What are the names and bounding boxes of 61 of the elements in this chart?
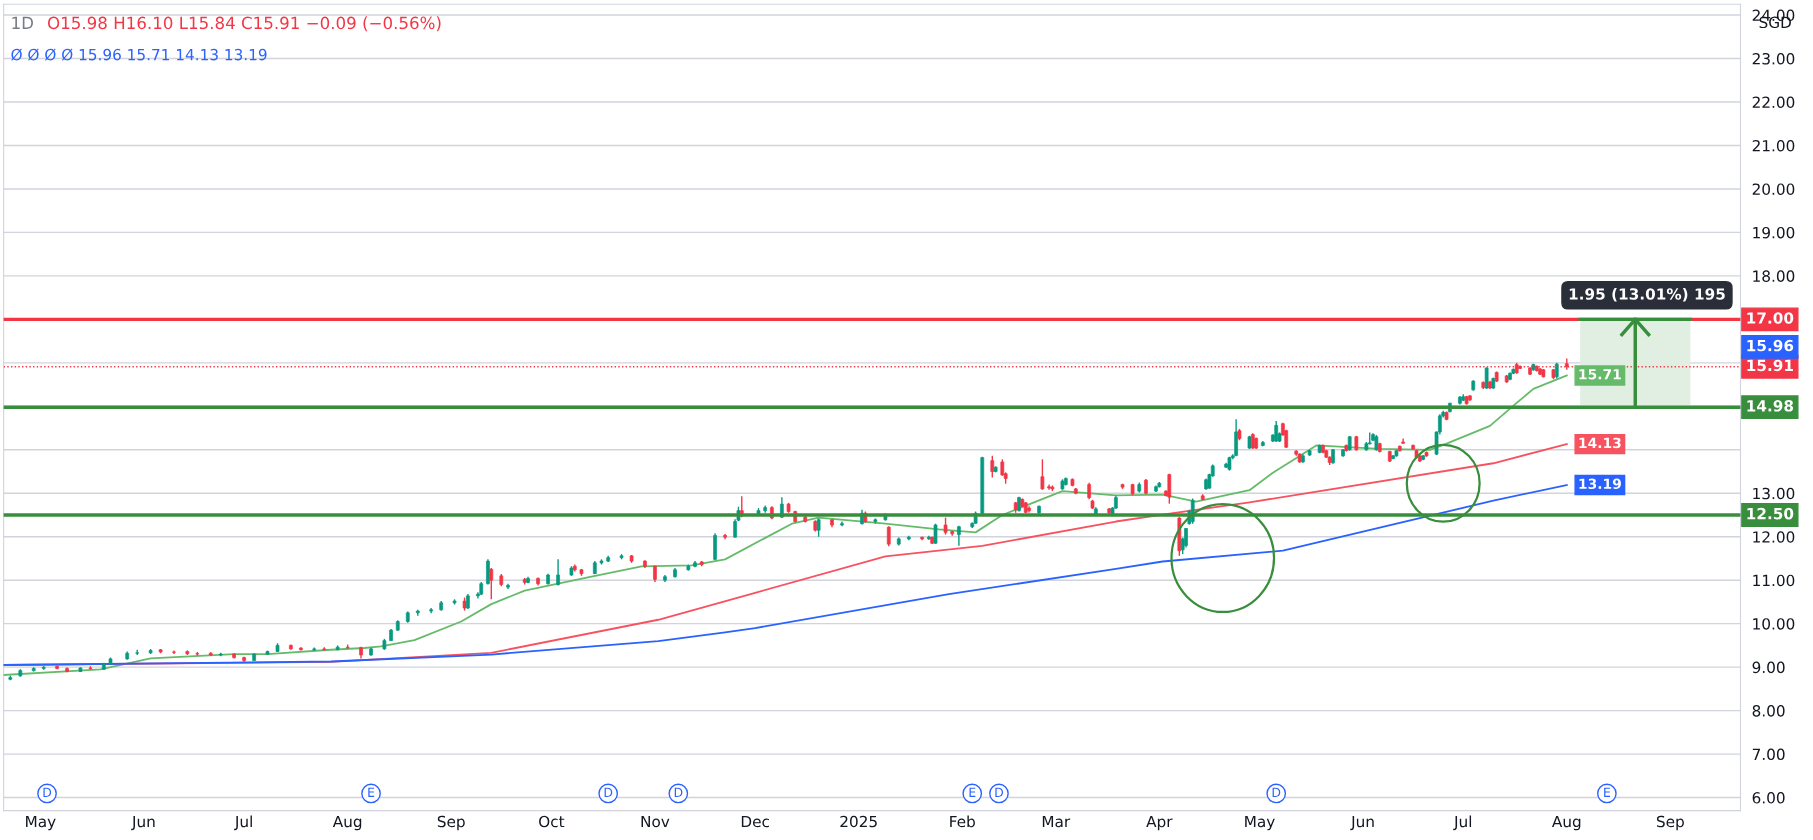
candlestick <box>713 532 717 561</box>
data-label: 13.19 <box>1579 478 1621 490</box>
text: 15.96 <box>1747 339 1794 352</box>
x-tick-label: Oct <box>539 815 565 828</box>
x-tick-label: Aug <box>1552 815 1581 831</box>
ref-line-label: 15.91 <box>1747 359 1793 372</box>
annotation: E <box>368 787 375 797</box>
text: 1D <box>12 16 34 29</box>
candlestick <box>1234 418 1238 458</box>
y-tick-label: 11.00 <box>1753 574 1795 587</box>
x-tick-label: Jun <box>131 815 155 831</box>
ref-line-label: 17.00 <box>1747 312 1794 324</box>
text: O15.98 H16.10 L15.84 C15.91 −0.09 (−0.56%) <box>47 16 441 32</box>
x-tick-label: Jun <box>1350 815 1374 831</box>
annotation: D <box>604 787 613 797</box>
y-tick-label: 20.00 <box>1752 183 1795 195</box>
candlestick <box>1184 527 1188 549</box>
x-tick-label: Apr <box>1146 815 1173 831</box>
annotation: D <box>995 787 1004 797</box>
x-tick-label: Jul <box>1453 815 1472 831</box>
annotation: Ø Ø Ø Ø 15.96 15.71 14.13 13.19 <box>11 48 267 61</box>
annotation: D <box>1272 787 1281 797</box>
x-tick-label: Sep <box>437 815 465 831</box>
x-tick-label: 2025 <box>840 815 877 828</box>
data-label: 14.13 <box>1579 437 1621 449</box>
y-tick-label: 8.00 <box>1752 705 1785 717</box>
x-tick-label: Aug <box>332 815 362 831</box>
x-tick-label: Mar <box>1042 815 1071 828</box>
x-tick-label: Nov <box>641 815 670 828</box>
x-tick-label: Jul <box>234 815 252 831</box>
annotation: 1.95 (13.01%) 195 <box>1569 287 1725 302</box>
annotation: D <box>674 787 683 797</box>
y-tick-label: 23.00 <box>1752 53 1795 65</box>
y-tick-label: 12.00 <box>1753 531 1795 543</box>
y-tick-label: 21.00 <box>1752 139 1795 152</box>
x-tick-label: May <box>1245 815 1275 831</box>
y-tick-label: 7.00 <box>1752 748 1785 761</box>
y-tick-label: 19.00 <box>1753 226 1795 239</box>
y-tick-label: 10.00 <box>1753 618 1795 630</box>
x-tick-label: May <box>26 815 56 831</box>
x-tick-label: Sep <box>1656 815 1684 831</box>
line-series <box>3 374 1568 676</box>
ref-line-label: 12.50 <box>1747 507 1794 520</box>
data-label: 15.71 <box>1579 369 1621 380</box>
y-tick-label: 9.00 <box>1752 661 1785 674</box>
candlestick <box>1040 458 1045 491</box>
line-series <box>3 484 1568 666</box>
annotation: E <box>969 787 976 797</box>
annotation: D <box>43 787 52 797</box>
y-tick-label: 22.00 <box>1752 96 1795 109</box>
annotation: E <box>1604 787 1611 797</box>
x-tick-label: Dec <box>741 815 769 828</box>
candlestick <box>489 567 494 601</box>
y-tick-label: 13.00 <box>1753 487 1795 500</box>
candlestick <box>556 558 560 587</box>
y-tick-label: 6.00 <box>1752 792 1785 804</box>
x-tick-label: Feb <box>950 815 975 828</box>
candlestick <box>486 558 490 586</box>
candlestick <box>886 525 891 547</box>
y-tick-label: 18.00 <box>1753 270 1795 282</box>
ref-line-label: 14.98 <box>1747 400 1794 412</box>
